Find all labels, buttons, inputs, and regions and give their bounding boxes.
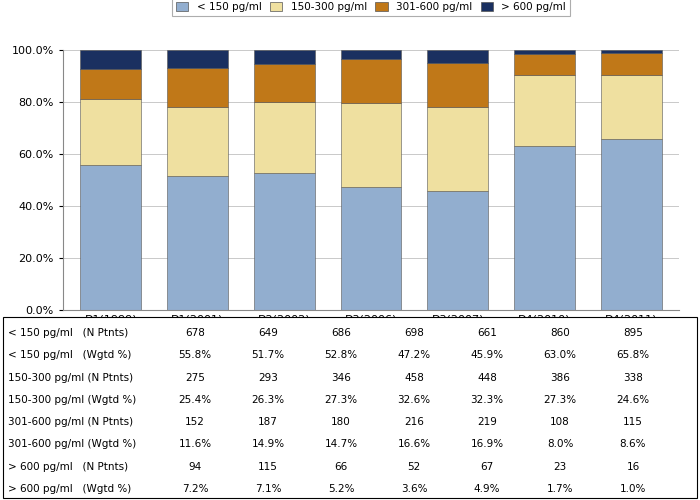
Text: 16.6%: 16.6% xyxy=(398,440,430,450)
Text: 11.6%: 11.6% xyxy=(178,440,211,450)
Text: 649: 649 xyxy=(258,328,278,338)
Bar xyxy=(601,50,662,52)
Text: 895: 895 xyxy=(623,328,643,338)
Text: 8.6%: 8.6% xyxy=(620,440,646,450)
Text: 3.6%: 3.6% xyxy=(400,484,427,494)
Bar xyxy=(428,106,488,190)
Text: 115: 115 xyxy=(258,462,278,471)
Text: 1.7%: 1.7% xyxy=(547,484,573,494)
Bar xyxy=(80,165,141,310)
Bar xyxy=(601,52,662,75)
Bar xyxy=(601,75,662,139)
Text: 216: 216 xyxy=(404,417,424,427)
Text: 7.1%: 7.1% xyxy=(255,484,281,494)
Text: 275: 275 xyxy=(185,372,205,382)
Bar xyxy=(341,188,401,310)
Text: 23: 23 xyxy=(554,462,566,471)
Text: > 600 pg/ml   (N Ptnts): > 600 pg/ml (N Ptnts) xyxy=(8,462,128,471)
Bar xyxy=(514,146,575,310)
Bar xyxy=(601,139,662,310)
Bar xyxy=(167,176,228,310)
Text: 386: 386 xyxy=(550,372,570,382)
Text: 301-600 pg/ml (Wgtd %): 301-600 pg/ml (Wgtd %) xyxy=(8,440,136,450)
Text: 8.0%: 8.0% xyxy=(547,440,573,450)
Bar xyxy=(80,68,141,99)
Text: 448: 448 xyxy=(477,372,497,382)
Bar xyxy=(254,172,314,310)
Text: 346: 346 xyxy=(331,372,351,382)
Bar xyxy=(80,99,141,165)
Text: 338: 338 xyxy=(623,372,643,382)
Text: 150-300 pg/ml (Wgtd %): 150-300 pg/ml (Wgtd %) xyxy=(8,395,136,405)
Text: 180: 180 xyxy=(331,417,351,427)
Text: 686: 686 xyxy=(331,328,351,338)
Bar xyxy=(514,75,575,146)
Text: 14.9%: 14.9% xyxy=(251,440,285,450)
Text: 293: 293 xyxy=(258,372,278,382)
Text: 45.9%: 45.9% xyxy=(470,350,503,360)
Text: 458: 458 xyxy=(404,372,424,382)
Text: 678: 678 xyxy=(185,328,205,338)
Text: 301-600 pg/ml (N Ptnts): 301-600 pg/ml (N Ptnts) xyxy=(8,417,133,427)
Text: 1.0%: 1.0% xyxy=(620,484,646,494)
Text: < 150 pg/ml   (N Ptnts): < 150 pg/ml (N Ptnts) xyxy=(8,328,128,338)
Text: 187: 187 xyxy=(258,417,278,427)
Legend: < 150 pg/ml, 150-300 pg/ml, 301-600 pg/ml, > 600 pg/ml: < 150 pg/ml, 150-300 pg/ml, 301-600 pg/m… xyxy=(172,0,570,16)
Text: 32.3%: 32.3% xyxy=(470,395,503,405)
Bar xyxy=(167,50,228,68)
Text: 115: 115 xyxy=(623,417,643,427)
Text: 27.3%: 27.3% xyxy=(543,395,577,405)
Text: 24.6%: 24.6% xyxy=(617,395,650,405)
Bar xyxy=(428,50,488,62)
Text: 25.4%: 25.4% xyxy=(178,395,211,405)
Bar xyxy=(167,68,228,107)
Text: 150-300 pg/ml (N Ptnts): 150-300 pg/ml (N Ptnts) xyxy=(8,372,133,382)
Text: 5.2%: 5.2% xyxy=(328,484,354,494)
Text: 65.8%: 65.8% xyxy=(617,350,650,360)
Text: 27.3%: 27.3% xyxy=(324,395,358,405)
Bar xyxy=(341,60,401,102)
Text: 47.2%: 47.2% xyxy=(398,350,430,360)
Text: 7.2%: 7.2% xyxy=(182,484,209,494)
Bar xyxy=(167,107,228,176)
Text: 152: 152 xyxy=(185,417,205,427)
Text: 55.8%: 55.8% xyxy=(178,350,211,360)
Bar xyxy=(254,102,314,172)
Text: 26.3%: 26.3% xyxy=(251,395,285,405)
Text: 661: 661 xyxy=(477,328,497,338)
Text: 51.7%: 51.7% xyxy=(251,350,285,360)
Text: 14.7%: 14.7% xyxy=(324,440,358,450)
Text: 67: 67 xyxy=(480,462,494,471)
Bar xyxy=(428,190,488,310)
Bar xyxy=(80,50,141,68)
Text: 52.8%: 52.8% xyxy=(324,350,358,360)
Bar xyxy=(254,64,314,102)
Bar xyxy=(341,50,401,59)
Bar xyxy=(514,50,575,54)
Text: > 600 pg/ml   (Wgtd %): > 600 pg/ml (Wgtd %) xyxy=(8,484,132,494)
Text: 4.9%: 4.9% xyxy=(474,484,500,494)
Text: 860: 860 xyxy=(550,328,570,338)
Text: 66: 66 xyxy=(335,462,348,471)
Bar xyxy=(514,54,575,75)
Bar xyxy=(428,62,488,106)
Text: 94: 94 xyxy=(188,462,202,471)
Text: 698: 698 xyxy=(404,328,424,338)
Text: 16.9%: 16.9% xyxy=(470,440,503,450)
Text: 63.0%: 63.0% xyxy=(543,350,577,360)
Bar xyxy=(341,102,401,188)
Text: 108: 108 xyxy=(550,417,570,427)
Text: 32.6%: 32.6% xyxy=(398,395,430,405)
Text: 16: 16 xyxy=(626,462,640,471)
Text: 52: 52 xyxy=(407,462,421,471)
Text: < 150 pg/ml   (Wgtd %): < 150 pg/ml (Wgtd %) xyxy=(8,350,132,360)
Text: 219: 219 xyxy=(477,417,497,427)
Bar xyxy=(254,50,314,64)
